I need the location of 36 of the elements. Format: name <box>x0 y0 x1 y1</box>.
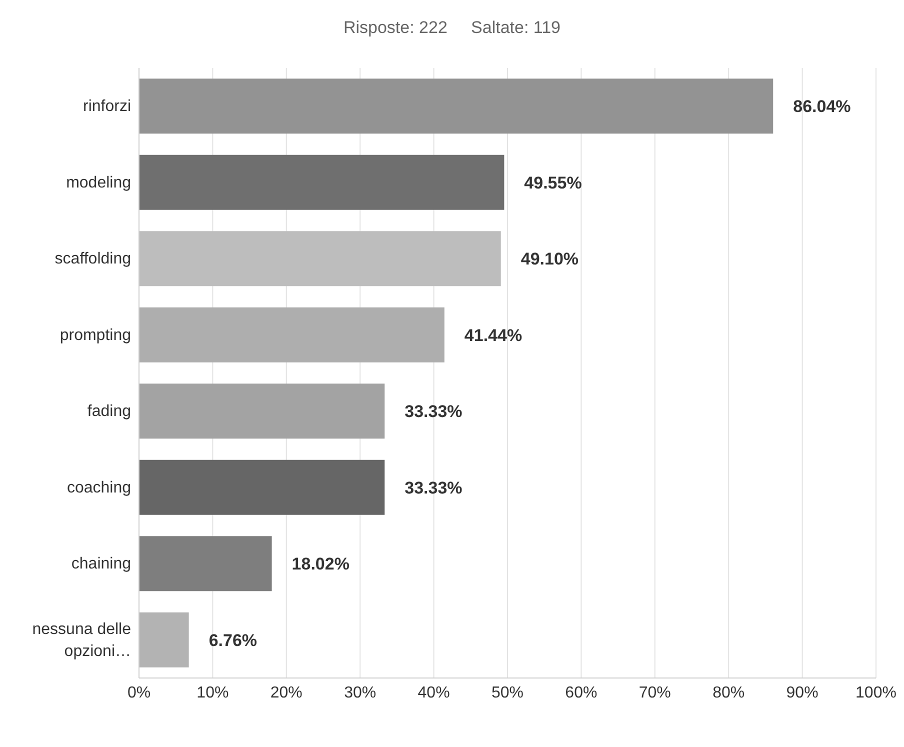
bar <box>139 307 444 362</box>
data-label: 33.33% <box>404 402 462 422</box>
x-tick-label: 0% <box>127 684 151 702</box>
bar <box>139 460 385 515</box>
data-label: 33.33% <box>404 478 462 498</box>
y-tick-label: fading <box>87 402 131 420</box>
bar <box>139 536 272 592</box>
data-label: 49.10% <box>520 250 579 269</box>
data-label: 41.44% <box>464 326 522 345</box>
x-tick-label: 20% <box>270 684 302 702</box>
y-tick-label: rinforzi <box>82 98 131 115</box>
chart-title: Risposte: 222 Saltate: 119 <box>342 17 562 39</box>
x-tick-label: 60% <box>565 684 598 702</box>
bar <box>139 384 385 439</box>
data-label: 86.04% <box>793 97 851 116</box>
x-tick-label: 10% <box>196 684 229 702</box>
y-tick-label: modeling <box>66 174 131 191</box>
x-tick-label: 100% <box>856 684 896 702</box>
y-tick-label: coaching <box>66 478 131 496</box>
data-label: 18.02% <box>292 554 350 574</box>
y-tick-label: prompting <box>60 326 131 344</box>
data-label: 49.55% <box>524 173 582 192</box>
x-tick-label: 80% <box>712 684 745 702</box>
x-tick-label: 90% <box>786 684 818 702</box>
y-tick-label: chaining <box>71 555 131 572</box>
y-tick-label: scaffolding <box>54 250 131 268</box>
data-label: 6.76% <box>208 630 258 650</box>
bar <box>139 154 504 210</box>
bar <box>139 231 501 286</box>
bar <box>139 78 774 134</box>
y-tick-label: nessuna delle opzioni… <box>32 620 132 660</box>
x-tick-label: 30% <box>344 684 376 702</box>
bar <box>139 612 189 668</box>
x-tick-label: 70% <box>638 684 671 702</box>
x-tick-label: 40% <box>418 684 450 702</box>
x-tick-label: 50% <box>491 684 524 702</box>
